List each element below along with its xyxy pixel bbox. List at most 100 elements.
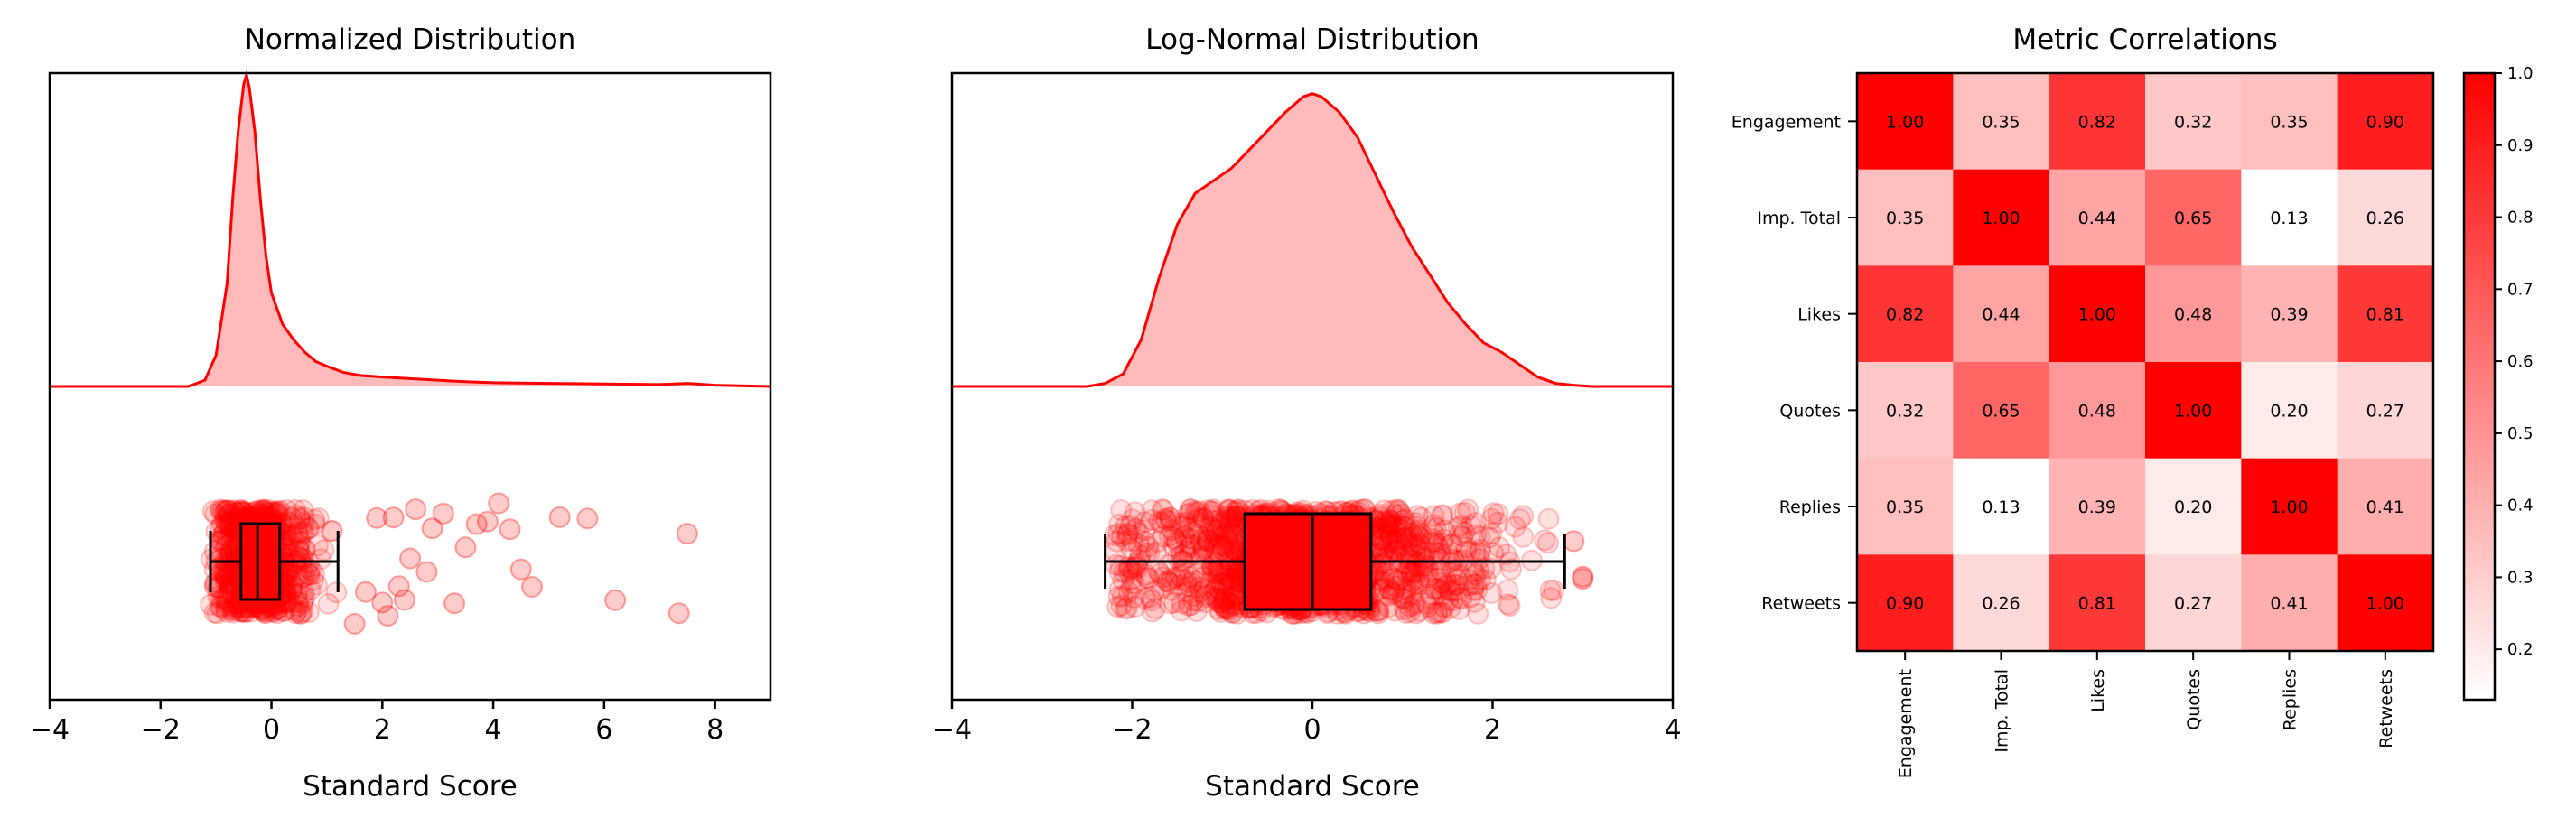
data-point [217, 584, 239, 607]
data-point [1195, 591, 1218, 614]
data-point [1372, 571, 1395, 593]
data-point [252, 499, 274, 522]
data-point [297, 601, 320, 624]
data-point [1217, 506, 1239, 529]
data-point [1166, 532, 1189, 554]
colorbar-tick-label: 0.4 [2507, 497, 2534, 516]
data-point [1385, 504, 1407, 526]
data-point [1115, 530, 1138, 552]
cell-value: 0.35 [1886, 209, 1924, 228]
data-point [1424, 578, 1447, 600]
data-point [1202, 500, 1225, 523]
data-point [1537, 507, 1560, 530]
outlier-point [432, 502, 454, 525]
data-point [282, 577, 304, 599]
data-point [1392, 566, 1414, 589]
data-point [1197, 521, 1219, 544]
data-point [1187, 523, 1209, 545]
colorbar-tick-label: 0.7 [2507, 280, 2534, 299]
data-point [1137, 535, 1160, 558]
data-point [221, 510, 244, 533]
data-point [227, 597, 249, 619]
data-point [1192, 507, 1215, 530]
data-point [219, 544, 241, 566]
data-point [1201, 509, 1224, 532]
cell-value: 0.48 [2174, 305, 2212, 325]
data-point [1220, 509, 1243, 532]
data-point [1379, 511, 1402, 534]
data-point [1203, 587, 1226, 609]
data-point [1380, 499, 1403, 522]
data-point [1188, 590, 1210, 612]
data-point [1463, 590, 1486, 613]
data-point [219, 502, 241, 524]
x-tick-label: Retweets [2376, 669, 2396, 748]
colorbar-tick-label: 1.0 [2507, 64, 2534, 83]
data-point [1423, 578, 1446, 599]
data-point [1188, 507, 1210, 530]
data-point [1403, 536, 1425, 558]
heatmap-cell [1857, 169, 1954, 266]
data-point [1381, 533, 1404, 555]
data-point [1127, 533, 1150, 555]
data-point [218, 499, 239, 522]
data-point [1395, 602, 1417, 624]
data-point [207, 576, 229, 599]
data-point [1376, 512, 1398, 534]
data-point [1221, 522, 1244, 544]
data-point [226, 501, 248, 524]
data-point [1404, 592, 1426, 615]
data-point [1500, 558, 1523, 581]
data-point [1402, 580, 1424, 602]
x-tick-label: 6 [595, 714, 612, 746]
data-point [1182, 569, 1205, 591]
data-point [1196, 530, 1218, 552]
data-point [1446, 573, 1469, 596]
data-point [1204, 538, 1227, 561]
data-point [1223, 501, 1246, 524]
data-point [1426, 562, 1449, 584]
data-point [1214, 535, 1237, 558]
data-point [1151, 511, 1173, 534]
heatmap-cell [2241, 73, 2338, 171]
data-point [1469, 547, 1491, 570]
data-point [209, 498, 231, 521]
cell-value: 0.35 [2270, 112, 2308, 132]
data-point [1422, 589, 1444, 610]
data-point [1199, 571, 1221, 594]
data-point [1208, 534, 1230, 556]
data-point [1469, 538, 1491, 561]
data-point [1487, 511, 1509, 534]
data-point [208, 576, 230, 599]
data-point [294, 538, 316, 561]
data-point [1428, 537, 1451, 560]
outlier-point [405, 498, 427, 521]
data-point [230, 498, 253, 521]
data-point [216, 499, 238, 522]
data-point [1408, 571, 1431, 593]
chart-title-lognormal: Log-Normal Distribution [1145, 23, 1479, 56]
outlier-point [393, 589, 415, 611]
heatmap-cell [2145, 554, 2242, 652]
data-point [1379, 509, 1402, 532]
data-point [290, 602, 313, 625]
data-point [1415, 557, 1438, 580]
data-point [1417, 595, 1440, 618]
data-point [215, 587, 238, 609]
data-point [296, 517, 319, 540]
data-point [1390, 503, 1412, 525]
data-point [1168, 574, 1190, 596]
outlier-point [421, 517, 443, 540]
data-point [1135, 566, 1158, 589]
data-point [210, 516, 231, 539]
data-point [1462, 580, 1485, 601]
cell-value: 0.82 [2078, 112, 2116, 132]
data-point [206, 602, 229, 625]
lognormal-plot-layer [952, 92, 1673, 625]
data-point [1405, 512, 1427, 534]
data-point [1222, 537, 1245, 560]
data-point [1164, 566, 1187, 589]
data-point [292, 548, 314, 571]
colorbar-tick-label: 0.5 [2507, 424, 2534, 443]
